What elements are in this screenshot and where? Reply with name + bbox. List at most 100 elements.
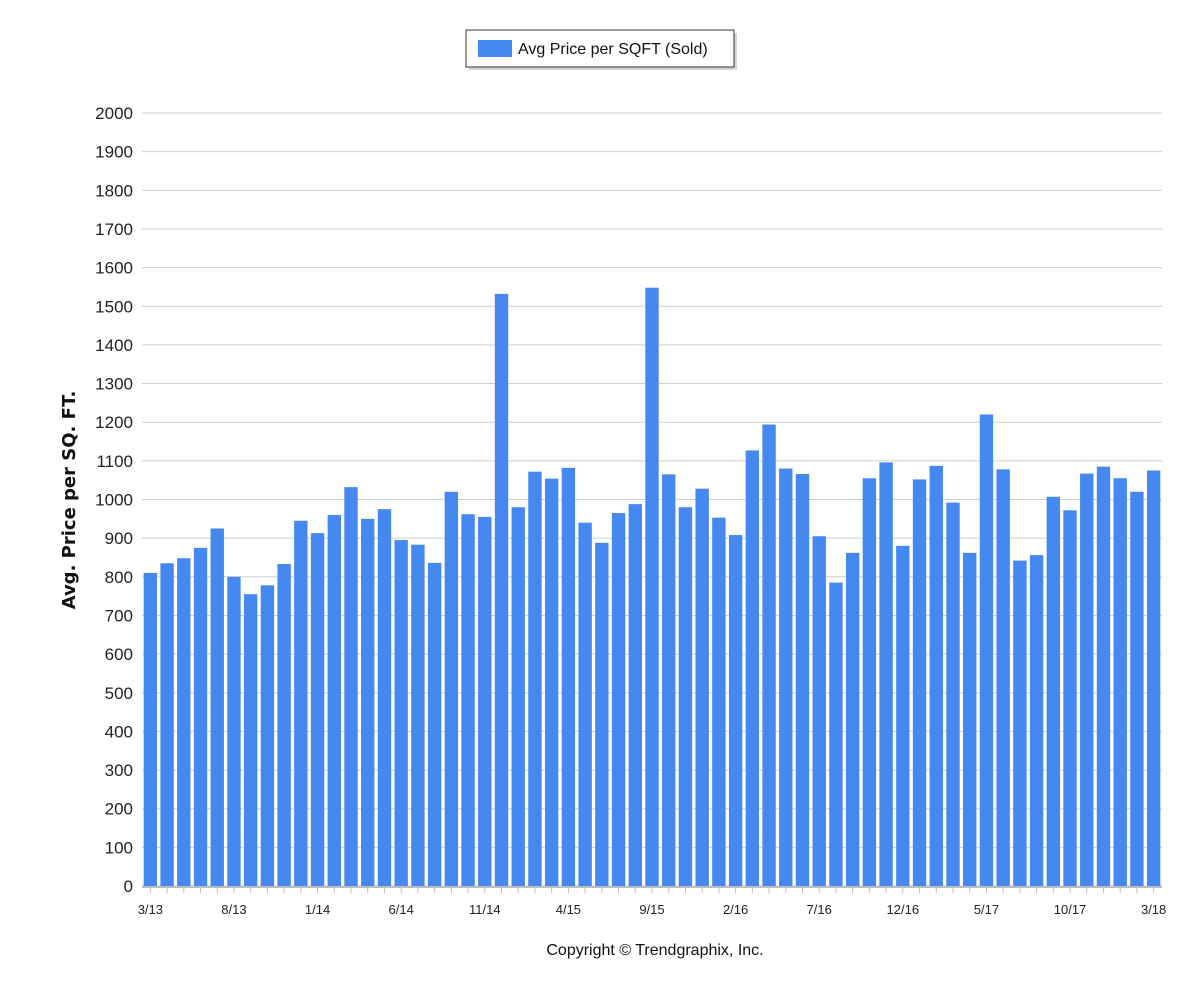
legend-label: Avg Price per SQFT (Sold) [518, 41, 708, 58]
y-tick-label: 1400 [95, 336, 133, 355]
bar [779, 468, 793, 886]
y-tick-label: 500 [105, 684, 133, 703]
bar [996, 469, 1010, 886]
bar [411, 544, 425, 886]
bar [812, 536, 826, 886]
bar [645, 287, 659, 886]
bar [561, 467, 576, 886]
bar [327, 514, 341, 886]
bar [1113, 478, 1127, 886]
y-tick-label: 1300 [95, 375, 133, 394]
x-tick-label: 10/17 [1054, 902, 1087, 917]
bar [544, 478, 559, 886]
bar [762, 424, 776, 886]
bar [277, 564, 291, 886]
bar [862, 478, 877, 886]
bar [879, 462, 893, 886]
legend: Avg Price per SQFT (Sold) [465, 29, 737, 70]
bar [1029, 555, 1044, 886]
x-tick-label: 6/14 [389, 902, 414, 917]
y-tick-label: 0 [124, 877, 133, 896]
bar [394, 540, 408, 886]
y-tick-label: 300 [105, 761, 133, 780]
y-tick-label: 1200 [95, 413, 133, 432]
bar [1080, 473, 1094, 886]
y-tick-label: 2000 [95, 104, 133, 123]
y-tick-label: 1900 [95, 143, 133, 162]
x-tick-label: 11/14 [469, 902, 501, 917]
bar [193, 547, 208, 886]
x-tick-label: 12/16 [887, 902, 920, 917]
bar [528, 471, 542, 886]
y-tick-label: 800 [105, 568, 133, 587]
bar [377, 509, 392, 886]
bar [611, 513, 626, 886]
bar [294, 520, 308, 886]
y-tick-label: 700 [105, 606, 133, 625]
bar [310, 533, 325, 886]
copyright-text: Copyright © Trendgraphix, Inc. [546, 942, 763, 959]
y-axis-ticks: 0 100 200 300 400 500 600 700 800 900 1000 1100 1200… [95, 104, 133, 896]
bar [845, 552, 860, 886]
x-tick-label: 9/15 [639, 902, 664, 917]
y-tick-label: 1600 [95, 259, 133, 278]
x-tick-label: 2/16 [723, 902, 748, 917]
bar [1130, 491, 1144, 886]
bar [979, 414, 994, 886]
x-tick-label: 1/14 [305, 902, 330, 917]
y-tick-label: 1100 [96, 452, 133, 471]
x-tick-label: 4/15 [556, 902, 581, 917]
bar [595, 542, 609, 886]
bar [695, 488, 709, 886]
bar [1063, 510, 1077, 886]
bar [444, 491, 459, 886]
y-tick-label: 100 [105, 838, 133, 857]
bar [712, 517, 726, 886]
bar [929, 465, 943, 886]
bar [344, 487, 358, 886]
x-tick-label: 5/17 [974, 902, 999, 917]
x-tick-label: 8/13 [221, 902, 246, 917]
bar [227, 576, 241, 886]
bar [896, 545, 910, 886]
bar [1096, 466, 1111, 886]
bar [946, 502, 960, 886]
bar [678, 507, 693, 886]
bar [427, 562, 442, 886]
bar [361, 518, 375, 886]
bar [1046, 496, 1060, 886]
y-tick-label: 200 [105, 800, 133, 819]
bar [461, 514, 475, 886]
y-tick-label: 400 [105, 722, 133, 741]
y-tick-label: 1800 [95, 181, 133, 200]
bar [912, 479, 927, 886]
legend-swatch [478, 40, 512, 57]
bar [628, 504, 642, 886]
bar [662, 474, 676, 886]
bar [1146, 470, 1161, 886]
bar [511, 507, 525, 886]
bar [494, 293, 509, 886]
bar [1013, 560, 1027, 886]
y-tick-label: 600 [105, 645, 133, 664]
bar [578, 522, 592, 886]
y-tick-label: 1000 [95, 491, 133, 510]
bar [244, 594, 258, 886]
bar [963, 552, 977, 886]
bar [795, 473, 810, 886]
bar [745, 450, 760, 886]
x-axis: 3/13 8/13 1/14 6/14 11/14 4/15 9/15 2/16 7/16 12/… [138, 886, 1166, 917]
bar [829, 582, 843, 886]
bar [260, 585, 275, 886]
bars [143, 287, 1161, 886]
y-tick-label: 900 [105, 529, 133, 548]
y-axis-label: Avg. Price per SQ. FT. [59, 391, 80, 610]
bar [177, 558, 191, 886]
y-tick-label: 1700 [95, 220, 133, 239]
bar [478, 516, 492, 886]
x-tick-label: 3/13 [138, 902, 163, 917]
bar [728, 535, 743, 886]
bar [160, 563, 174, 886]
bar [210, 528, 224, 886]
